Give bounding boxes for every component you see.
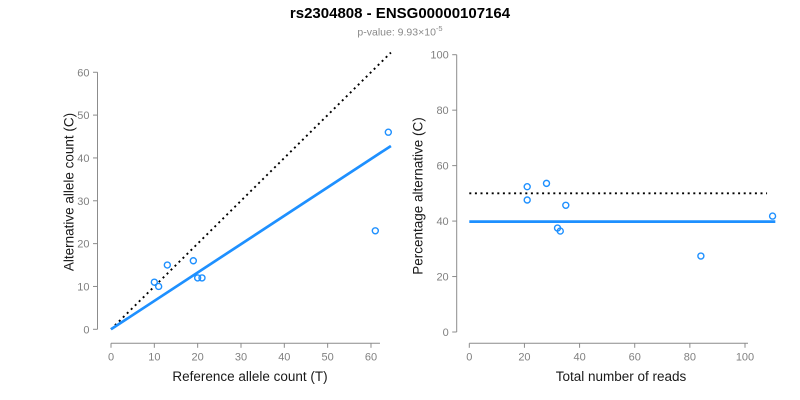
x-tick-label: 0 — [108, 351, 114, 363]
x-tick-label: 60 — [365, 351, 377, 363]
fit-line — [110, 144, 392, 331]
y-tick-label: 60 — [77, 67, 89, 79]
data-point — [189, 257, 198, 265]
data-point — [562, 201, 570, 209]
data-point — [542, 179, 551, 188]
identity-line — [110, 51, 392, 330]
x-tick-label: 40 — [573, 351, 585, 363]
left-xaxis-label: Reference allele count (T) — [172, 369, 328, 384]
right-xaxis-label: Total number of reads — [555, 369, 687, 384]
y-tick-label: 10 — [77, 281, 89, 293]
x-tick-label: 60 — [629, 351, 641, 363]
data-point — [556, 227, 564, 235]
x-tick-label: 20 — [518, 351, 530, 363]
x-tick-label: 80 — [684, 351, 696, 363]
x-tick-label: 40 — [278, 351, 290, 363]
x-tick-label: 30 — [235, 351, 247, 363]
pvalue-text: p-value: 9.93×10 — [357, 26, 436, 39]
x-tick-label: 100 — [736, 351, 754, 363]
right-yaxis-label: Percentage alternative (C) — [410, 117, 426, 275]
y-tick-label: 0 — [83, 324, 89, 336]
data-point — [697, 252, 705, 260]
figure-subtitle: p-value: 9.93×10-5 — [0, 24, 800, 39]
data-point — [163, 261, 172, 269]
y-tick-label: 30 — [77, 196, 89, 208]
data-point — [384, 128, 393, 136]
y-tick-label: 80 — [436, 105, 448, 117]
data-point — [523, 182, 531, 191]
y-tick-label: 20 — [77, 239, 89, 251]
y-tick-label: 40 — [436, 216, 448, 228]
y-tick-label: 100 — [430, 50, 448, 62]
y-tick-label: 0 — [443, 327, 449, 339]
data-point — [154, 282, 163, 291]
x-tick-label: 50 — [322, 351, 334, 363]
data-point — [768, 212, 777, 220]
pvalue-exponent: -5 — [435, 24, 443, 33]
data-point — [150, 278, 159, 286]
y-tick-label: 20 — [436, 272, 448, 284]
data-point — [371, 227, 380, 235]
x-tick-label: 10 — [148, 351, 160, 363]
data-point — [193, 274, 202, 282]
figure-title: rs2304808 - ENSG00000107164 — [289, 5, 511, 22]
x-tick-label: 20 — [192, 351, 204, 363]
left-yaxis-label: Alternative allele count (C) — [61, 112, 77, 272]
y-tick-label: 60 — [436, 161, 448, 173]
x-tick-label: 0 — [466, 351, 472, 363]
y-tick-label: 50 — [77, 110, 89, 122]
data-point — [523, 196, 531, 204]
y-tick-label: 40 — [77, 153, 89, 165]
data-point — [198, 274, 206, 282]
